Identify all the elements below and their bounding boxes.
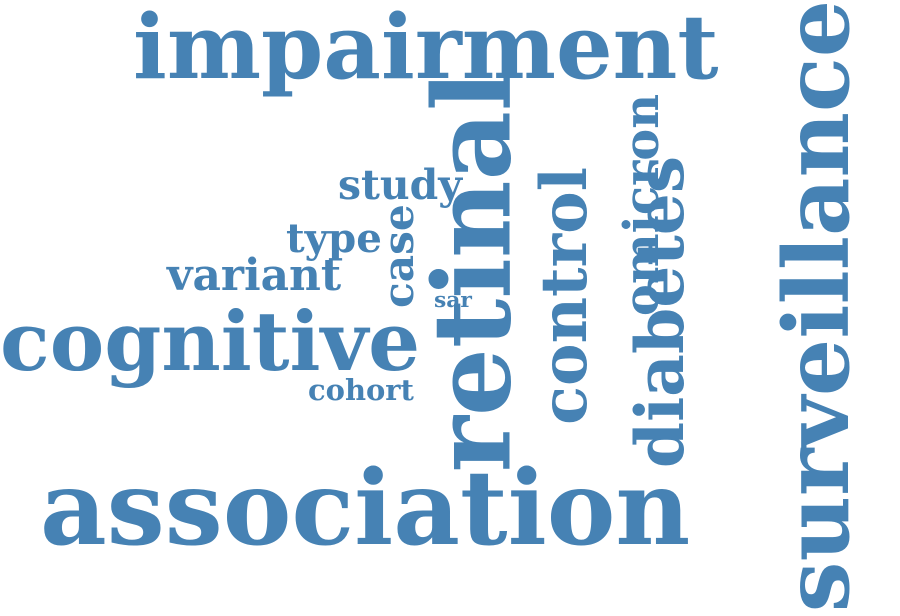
word-surveillance: surveillance [764, 0, 871, 613]
word-impairment: impairment [133, 0, 719, 100]
word-variant: variant [167, 250, 342, 301]
word-retinal: retinal [410, 69, 536, 472]
word-cohort: cohort [308, 372, 414, 407]
word-association: association [40, 447, 691, 569]
word-sar: sar [434, 287, 472, 313]
word-control: control [527, 166, 603, 425]
word-study: study [338, 160, 463, 209]
word-cognitive: cognitive [0, 294, 421, 390]
word-case: case [372, 204, 423, 309]
word-omicron: omicron [614, 93, 671, 317]
word-type: type [286, 214, 382, 262]
